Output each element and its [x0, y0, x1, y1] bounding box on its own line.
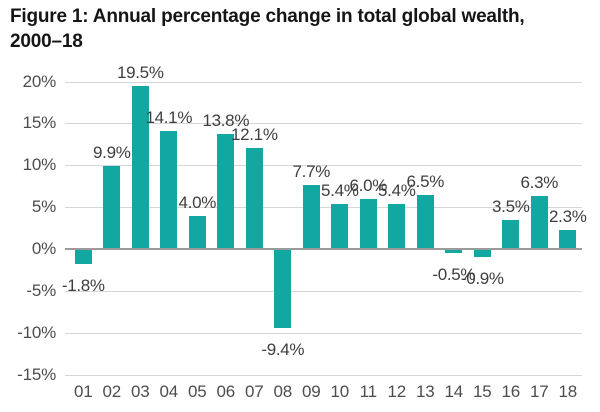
bar-data-label: 2.3% — [549, 206, 587, 226]
figure-title-line2: 2000–18 — [10, 31, 83, 52]
bar — [331, 203, 349, 249]
x-tick-label: 12 — [387, 382, 407, 401]
y-tick-label: -15% — [17, 364, 56, 384]
gridline — [65, 81, 582, 83]
figure-title-line1: Figure 1: Annual percentage change in to… — [10, 6, 525, 27]
gridline — [65, 123, 582, 125]
x-tick-label: 15 — [473, 382, 492, 401]
bar — [188, 215, 206, 249]
y-tick-label: 15% — [22, 113, 57, 133]
bar-data-label: 4.0% — [178, 192, 217, 212]
bar-data-label: 6.0% — [349, 175, 388, 195]
y-tick-label: 5% — [31, 197, 56, 217]
x-tick-label: 11 — [359, 382, 377, 401]
bar-data-label: 13.8% — [202, 110, 250, 130]
gridline — [65, 207, 582, 209]
bar-data-label: -9.4% — [261, 339, 305, 359]
y-tick-label: -5% — [26, 280, 56, 300]
bar — [559, 229, 577, 249]
bar-data-label: -0.9% — [460, 268, 504, 288]
x-tick-label: 13 — [416, 382, 435, 401]
bar-data-label: 9.9% — [93, 143, 131, 163]
x-tick-label: 18 — [558, 382, 578, 401]
x-tick-label: 03 — [131, 382, 150, 401]
x-tick-label: 04 — [159, 382, 179, 401]
bar-data-label: 14.1% — [145, 108, 193, 127]
bar — [473, 249, 491, 257]
bar — [217, 133, 235, 249]
bar — [245, 147, 263, 249]
x-tick-label: 05 — [188, 382, 207, 401]
bar-data-label: 12.1% — [230, 124, 278, 144]
bar — [445, 249, 463, 254]
bar — [502, 219, 520, 249]
x-tick-label: 01 — [74, 382, 93, 401]
gridline — [65, 374, 582, 376]
gridline — [65, 165, 582, 167]
bar-data-label: 6.5% — [406, 171, 445, 191]
bar-data-label: 19.5% — [116, 62, 164, 82]
bar — [388, 203, 406, 249]
bar-data-label: 3.5% — [492, 196, 530, 216]
bar-data-label: 6.3% — [520, 173, 559, 193]
gridline — [65, 290, 582, 292]
y-tick-label: -10% — [17, 322, 56, 342]
x-tick-label: 09 — [302, 382, 321, 401]
bar — [530, 196, 548, 249]
bar-data-label: 5.4% — [321, 180, 359, 200]
bar-data-label: 5.4% — [378, 180, 416, 200]
x-tick-label: 07 — [245, 382, 264, 401]
bar-data-label: 7.7% — [292, 161, 331, 181]
x-tick-label: 10 — [330, 382, 350, 401]
x-tick-label: 17 — [530, 382, 549, 401]
bar-data-label: -0.5% — [432, 265, 476, 285]
y-tick-label: 20% — [22, 71, 57, 91]
bar — [160, 131, 178, 249]
bar — [359, 198, 377, 249]
bar — [302, 184, 320, 249]
x-tick-label: 14 — [444, 382, 464, 401]
zero-axis-line — [65, 248, 582, 250]
bar — [103, 166, 121, 249]
x-tick-label: 02 — [102, 382, 122, 401]
x-tick-label: 06 — [216, 382, 236, 401]
bar — [274, 249, 292, 328]
bar — [74, 249, 92, 265]
x-tick-label: 16 — [501, 382, 521, 401]
figure-title: Figure 1: Annual percentage change in to… — [10, 4, 594, 54]
y-tick-label: 10% — [22, 155, 57, 175]
bar-data-label: -1.8% — [61, 276, 105, 296]
bar — [416, 194, 434, 249]
y-tick-label: 0% — [31, 239, 56, 258]
gridline — [65, 332, 582, 334]
bar — [131, 85, 149, 249]
x-tick-label: 08 — [273, 382, 293, 401]
